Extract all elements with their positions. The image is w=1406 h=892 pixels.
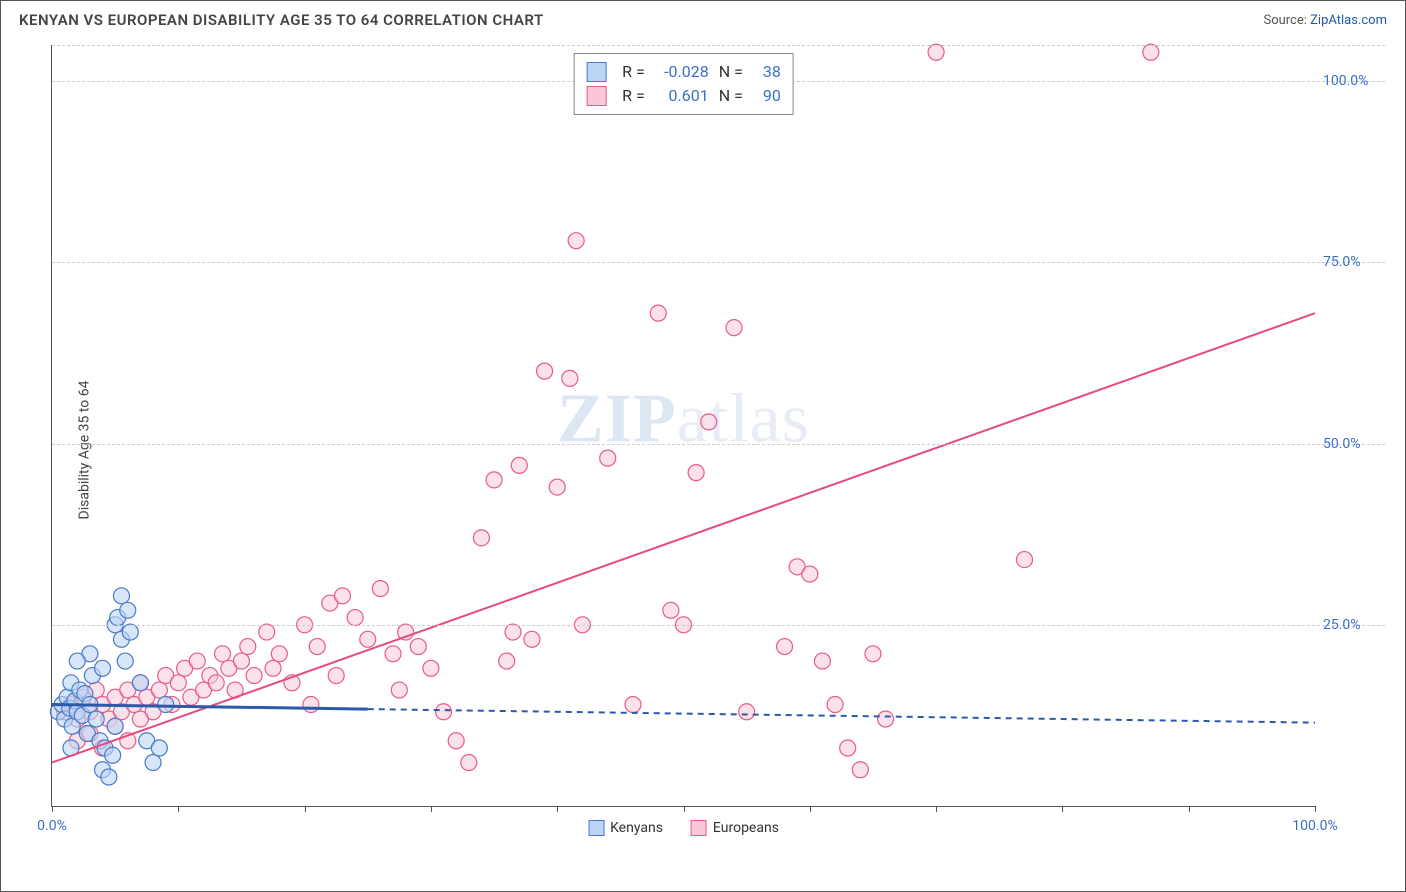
source-label: Source: ZipAtlas.com xyxy=(1263,13,1387,28)
data-point-kenyans xyxy=(88,711,104,727)
data-point-europeans xyxy=(170,675,186,691)
data-point-europeans xyxy=(240,639,256,655)
data-point-europeans xyxy=(360,631,376,647)
data-point-europeans xyxy=(215,646,231,662)
data-point-europeans xyxy=(246,668,262,684)
data-point-europeans xyxy=(132,711,148,727)
data-point-europeans xyxy=(208,675,224,691)
data-point-europeans xyxy=(852,762,868,778)
data-point-europeans xyxy=(562,370,578,386)
data-point-europeans xyxy=(473,530,489,546)
data-point-europeans xyxy=(865,646,881,662)
data-point-europeans xyxy=(486,472,502,488)
y-tick-label: 75.0% xyxy=(1323,254,1387,270)
data-point-europeans xyxy=(511,457,527,473)
data-point-europeans xyxy=(347,610,363,626)
swatch-europeans-bottom xyxy=(691,820,707,836)
data-point-europeans xyxy=(663,602,679,618)
swatch-kenyans xyxy=(586,62,606,82)
data-point-europeans xyxy=(265,660,281,676)
data-point-kenyans xyxy=(117,653,133,669)
chart-area: Disability Age 35 to 64 ZIPatlas R = -0.… xyxy=(1,35,1405,865)
data-point-europeans xyxy=(827,697,843,713)
data-point-kenyans xyxy=(145,755,161,771)
data-point-europeans xyxy=(499,653,515,669)
chart-container: KENYAN VS EUROPEAN DISABILITY AGE 35 TO … xyxy=(0,0,1406,892)
swatch-kenyans-bottom xyxy=(588,820,604,836)
data-point-europeans xyxy=(271,646,287,662)
data-point-kenyans xyxy=(122,624,138,640)
data-point-kenyans xyxy=(101,769,117,785)
x-tick-label: 100.0% xyxy=(1292,818,1337,834)
n-value-kenyans: 38 xyxy=(753,60,781,84)
legend-row-europeans: R = 0.601 N = 90 xyxy=(586,84,781,108)
correlation-legend: R = -0.028 N = 38 R = 0.601 N = 90 xyxy=(573,53,794,115)
legend-row-kenyans: R = -0.028 N = 38 xyxy=(586,60,781,84)
data-point-europeans xyxy=(505,624,521,640)
data-point-europeans xyxy=(814,653,830,669)
legend-item-europeans: Europeans xyxy=(691,820,779,836)
data-point-europeans xyxy=(259,624,275,640)
r-value-europeans: 0.601 xyxy=(655,84,709,108)
data-point-europeans xyxy=(928,44,944,60)
data-point-kenyans xyxy=(158,697,174,713)
data-point-europeans xyxy=(423,660,439,676)
data-point-europeans xyxy=(151,682,167,698)
data-point-europeans xyxy=(688,465,704,481)
plot-region: ZIPatlas R = -0.028 N = 38 R = 0.601 N =… xyxy=(51,45,1315,807)
data-point-europeans xyxy=(372,581,388,597)
legend-item-kenyans: Kenyans xyxy=(588,820,663,836)
data-point-europeans xyxy=(391,682,407,698)
data-point-europeans xyxy=(328,668,344,684)
data-point-europeans xyxy=(410,639,426,655)
data-point-europeans xyxy=(385,646,401,662)
data-point-europeans xyxy=(303,697,319,713)
source-link[interactable]: ZipAtlas.com xyxy=(1310,13,1387,28)
data-point-europeans xyxy=(600,450,616,466)
data-point-europeans xyxy=(1143,44,1159,60)
data-point-kenyans xyxy=(151,740,167,756)
data-point-europeans xyxy=(701,414,717,430)
data-point-europeans xyxy=(726,320,742,336)
data-point-europeans xyxy=(878,711,894,727)
y-tick-label: 100.0% xyxy=(1323,73,1387,89)
swatch-europeans xyxy=(586,86,606,106)
data-point-europeans xyxy=(461,755,477,771)
data-point-europeans xyxy=(1017,552,1033,568)
data-point-kenyans xyxy=(120,602,136,618)
data-point-europeans xyxy=(549,479,565,495)
trend-line-europeans xyxy=(52,313,1315,762)
x-tick-label: 0.0% xyxy=(37,818,67,834)
y-tick-label: 50.0% xyxy=(1323,436,1387,452)
data-point-europeans xyxy=(189,653,205,669)
data-point-kenyans xyxy=(107,718,123,734)
data-point-kenyans xyxy=(69,653,85,669)
r-value-kenyans: -0.028 xyxy=(655,60,709,84)
series-legend: Kenyans Europeans xyxy=(588,820,779,836)
chart-title: KENYAN VS EUROPEAN DISABILITY AGE 35 TO … xyxy=(19,11,544,29)
data-point-europeans xyxy=(436,704,452,720)
data-point-europeans xyxy=(650,305,666,321)
data-point-europeans xyxy=(334,588,350,604)
data-point-europeans xyxy=(802,566,818,582)
data-point-europeans xyxy=(524,631,540,647)
data-point-europeans xyxy=(625,697,641,713)
plot-svg xyxy=(52,45,1315,806)
data-point-kenyans xyxy=(113,588,129,604)
data-point-europeans xyxy=(448,733,464,749)
data-point-kenyans xyxy=(95,660,111,676)
n-value-europeans: 90 xyxy=(753,84,781,108)
y-tick-label: 25.0% xyxy=(1323,617,1387,633)
data-point-europeans xyxy=(568,233,584,249)
data-point-europeans xyxy=(840,740,856,756)
trend-line-kenyans-dashed xyxy=(368,709,1315,723)
data-point-europeans xyxy=(233,653,249,669)
data-point-europeans xyxy=(537,363,553,379)
data-point-europeans xyxy=(309,639,325,655)
data-point-europeans xyxy=(777,639,793,655)
data-point-europeans xyxy=(739,704,755,720)
header: KENYAN VS EUROPEAN DISABILITY AGE 35 TO … xyxy=(1,1,1405,35)
data-point-kenyans xyxy=(132,675,148,691)
data-point-kenyans xyxy=(105,747,121,763)
